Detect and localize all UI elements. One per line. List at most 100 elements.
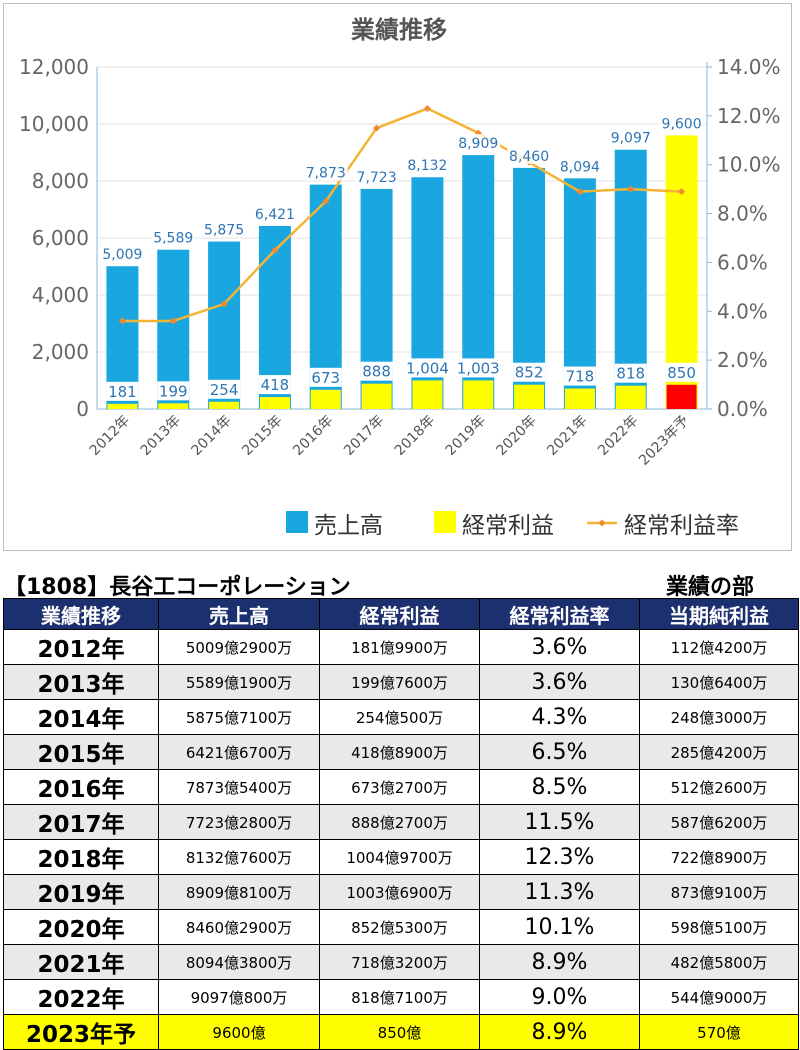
x-tick-label: 2019年 — [443, 413, 489, 459]
row-period: 2021年 — [3, 944, 159, 980]
ordinary-data-label: 673 — [311, 369, 340, 387]
y-tick-label: 6,000 — [32, 226, 89, 250]
row-sales: 8460億2900万 — [158, 909, 320, 945]
x-tick-label: 2013年 — [138, 413, 184, 459]
row-ordinary-margin: 11.3% — [479, 874, 640, 910]
row-period: 2017年 — [3, 804, 159, 840]
row-sales: 5875億7100万 — [158, 699, 320, 735]
legend-margin-marker — [598, 519, 606, 527]
ordinary-label-bg — [614, 363, 647, 383]
row-ordinary-margin: 8.9% — [479, 944, 640, 980]
legend-ordinary-swatch — [434, 511, 456, 533]
margin-marker — [627, 185, 635, 193]
row-ordinary-margin: 8.5% — [479, 769, 640, 805]
row-net-profit: 512億2600万 — [639, 769, 799, 805]
ordinary-profit-bar — [463, 380, 494, 409]
row-period: 2018年 — [3, 839, 159, 875]
row-ordinary-profit: 850億 — [319, 1014, 480, 1050]
performance-chart: 業績推移 0 2,000 4,000 6,000 8,000 10,000 12,000 0.0… — [19, 16, 781, 539]
sales-label-bg — [659, 114, 704, 132]
table-row: 2015年 6421億6700万 418億8900万 6.5% 285億4200万 — [3, 734, 799, 770]
table-row: 2018年 8132億7600万 1004億9700万 12.3% 722億8900万 — [3, 839, 799, 875]
margin-marker — [118, 317, 126, 325]
y-tick-label: 0 — [76, 397, 89, 421]
sales-label-bg — [151, 228, 196, 246]
table-row: 2017年 7723億2800万 888億2700万 11.5% 587億6200万 — [3, 804, 799, 840]
margin-marker — [271, 246, 279, 254]
y2-tick-label: 14.0% — [717, 55, 781, 79]
ordinary-data-label: 718 — [566, 368, 595, 386]
ordinary-label-bg — [563, 366, 596, 386]
margin-marker — [423, 105, 431, 113]
x-tick-label: 2017年 — [341, 413, 387, 459]
y-tick-label: 8,000 — [32, 169, 89, 193]
sales-data-label: 8,460 — [509, 149, 549, 165]
table-row: 2013年 5589億1900万 199億7600万 3.6% 130億6400万 — [3, 664, 799, 700]
row-sales: 6421億6700万 — [158, 734, 320, 770]
row-sales: 8094億3800万 — [158, 944, 320, 980]
x-tick-label: 2021年 — [544, 413, 590, 459]
ordinary-data-label: 418 — [261, 376, 290, 394]
header-ordinary-margin: 経常利益率 — [479, 598, 640, 630]
header-sales: 売上高 — [158, 598, 320, 630]
ordinary-profit-bar — [158, 403, 189, 409]
x-tick-label: 2012年 — [87, 413, 133, 459]
row-period: 2019年 — [3, 874, 159, 910]
row-ordinary-margin: 4.3% — [479, 699, 640, 735]
row-net-profit: 722億8900万 — [639, 839, 799, 875]
row-ordinary-margin: 6.5% — [479, 734, 640, 770]
row-sales: 9097億800万 — [158, 979, 320, 1015]
sales-data-label: 5,875 — [204, 223, 244, 239]
ordinary-label-bg — [513, 362, 546, 382]
ordinary-profit-bar — [615, 385, 646, 409]
chart-title: 業績推移 — [351, 16, 447, 44]
row-sales: 5589億1900万 — [158, 664, 320, 700]
ordinary-label-bg — [360, 361, 393, 381]
y2-tick-label: 4.0% — [717, 299, 768, 323]
row-net-profit: 248億3000万 — [639, 699, 799, 735]
y-tick-label: 2,000 — [32, 340, 89, 364]
ordinary-profit-bar — [310, 389, 341, 409]
sales-data-label: 9,600 — [662, 116, 702, 132]
row-sales: 7873億5400万 — [158, 769, 320, 805]
table-row: 2012年 5009億2900万 181億9900万 3.6% 112億4200万 — [3, 629, 799, 665]
row-ordinary-margin: 9.0% — [479, 979, 640, 1015]
margin-line — [122, 107, 682, 323]
table-row: 2016年 7873億5400万 673億2700万 8.5% 512億2600万 — [3, 769, 799, 805]
ordinary-data-label: 888 — [362, 363, 391, 381]
chart-panel: 業績推移 0 2,000 4,000 6,000 8,000 10,000 12,000 0.0… — [3, 3, 792, 551]
sales-data-label: 9,097 — [611, 131, 651, 147]
sales-data-label: 8,094 — [560, 159, 600, 175]
row-net-profit: 285億4200万 — [639, 734, 799, 770]
ordinary-data-label: 818 — [616, 365, 645, 383]
ordinary-data-label: 1,003 — [457, 359, 500, 377]
row-sales: 5009億2900万 — [158, 629, 320, 665]
sales-data-label: 8,909 — [458, 136, 498, 152]
sales-data-label: 6,421 — [255, 207, 295, 223]
row-ordinary-profit: 1004億9700万 — [319, 839, 480, 875]
header-ordinary-profit: 経常利益 — [319, 598, 480, 630]
margin-marker — [678, 188, 686, 196]
x-tick-label: 2022年 — [595, 413, 641, 459]
row-sales: 8132億7600万 — [158, 839, 320, 875]
sales-data-label: 5,009 — [102, 247, 142, 263]
margin-marker — [576, 188, 584, 196]
row-net-profit: 598億5100万 — [639, 909, 799, 945]
company-title: 【1808】長谷工コーポレーション — [4, 575, 351, 600]
ordinary-profit-bar — [107, 403, 138, 409]
header-period: 業績推移 — [3, 598, 159, 630]
performance-table: 業績推移 売上高 経常利益 経常利益率 当期純利益 2012年 5009億2900… — [3, 598, 799, 1050]
ordinary-profit-bar — [412, 380, 443, 409]
ordinary-label-bg — [258, 375, 291, 395]
y2-tick-label: 6.0% — [717, 250, 768, 274]
row-ordinary-margin: 3.6% — [479, 629, 640, 665]
table-row: 2019年 8909億8100万 1003億6900万 11.3% 873億9100万 — [3, 874, 799, 910]
ordinary-profit-bar — [259, 397, 290, 409]
row-ordinary-margin: 3.6% — [479, 664, 640, 700]
row-ordinary-profit: 718億3200万 — [319, 944, 480, 980]
row-ordinary-profit: 852億5300万 — [319, 909, 480, 945]
table-header-row: 業績推移 売上高 経常利益 経常利益率 当期純利益 — [3, 598, 799, 630]
row-period: 2023年予 — [3, 1014, 159, 1050]
row-ordinary-margin: 11.5% — [479, 804, 640, 840]
sales-label-bg — [202, 220, 247, 238]
